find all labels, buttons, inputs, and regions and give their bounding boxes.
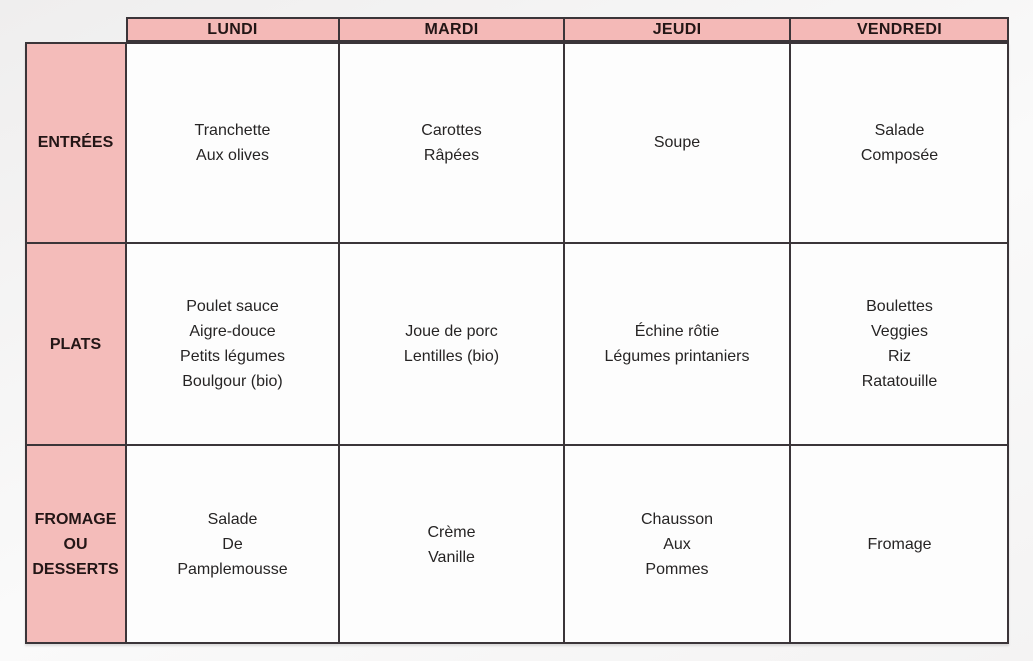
- day-header-vendredi: VENDREDI: [790, 17, 1009, 42]
- cell-desserts-mardi: Crème Vanille: [339, 445, 564, 644]
- cell-desserts-jeudi: Chausson Aux Pommes: [564, 445, 790, 644]
- cell-plats-mardi: Joue de porc Lentilles (bio): [339, 243, 564, 445]
- day-header-lundi: LUNDI: [126, 17, 339, 42]
- corner-spacer: [25, 17, 126, 42]
- cell-entrees-lundi: Tranchette Aux olives: [126, 42, 339, 243]
- cell-entrees-mardi: Carottes Râpées: [339, 42, 564, 243]
- row-label-plats: PLATS: [25, 243, 126, 445]
- row-label-entrees: ENTRÉES: [25, 42, 126, 243]
- cell-desserts-vendredi: Fromage: [790, 445, 1009, 644]
- cell-plats-lundi: Poulet sauce Aigre-douce Petits légumes …: [126, 243, 339, 445]
- cell-plats-vendredi: Boulettes Veggies Riz Ratatouille: [790, 243, 1009, 445]
- cell-entrees-jeudi: Soupe: [564, 42, 790, 243]
- row-label-fromage-desserts: FROMAGE OU DESSERTS: [25, 445, 126, 644]
- cell-desserts-lundi: Salade De Pamplemousse: [126, 445, 339, 644]
- cell-plats-jeudi: Échine rôtie Légumes printaniers: [564, 243, 790, 445]
- day-header-jeudi: JEUDI: [564, 17, 790, 42]
- day-header-mardi: MARDI: [339, 17, 564, 42]
- cell-entrees-vendredi: Salade Composée: [790, 42, 1009, 243]
- menu-grid: LUNDI MARDI JEUDI VENDREDI ENTRÉES Tranc…: [25, 17, 1009, 644]
- weekly-menu-table: LUNDI MARDI JEUDI VENDREDI ENTRÉES Tranc…: [25, 17, 1009, 644]
